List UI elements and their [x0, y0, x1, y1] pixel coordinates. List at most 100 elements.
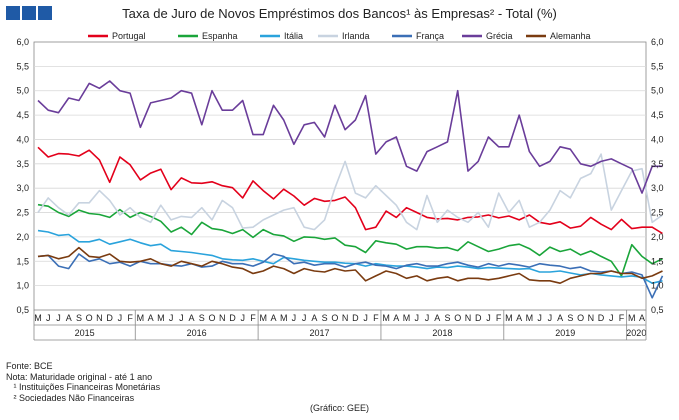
x-month-label: S	[567, 313, 573, 323]
x-month-label: J	[486, 313, 491, 323]
y-tick-label-left: 5,0	[16, 86, 29, 96]
x-month-label: J	[292, 313, 297, 323]
x-month-label: J	[179, 313, 184, 323]
y-tick-label-left: 4,0	[16, 134, 29, 144]
chart-title: Taxa de Juro de Novos Empréstimos dos Ba…	[122, 6, 557, 21]
x-month-label: O	[331, 313, 338, 323]
y-tick-label-right: 6,0	[651, 37, 664, 47]
footnote-1: ¹ Instituições Financeiras Monetárias	[6, 382, 161, 392]
x-month-label: J	[118, 313, 123, 323]
x-month-label: M	[137, 313, 145, 323]
x-month-label: D	[598, 313, 605, 323]
y-tick-label-right: 2,0	[651, 232, 664, 242]
x-month-label: D	[106, 313, 113, 323]
maturity-note: Nota: Maturidade original - até 1 ano	[6, 371, 153, 382]
x-month-label: D	[229, 313, 236, 323]
chart-notes: Fonte: BCE Nota: Maturidade original - a…	[6, 361, 160, 403]
x-month-label: M	[34, 313, 42, 323]
y-tick-label-left: 0,5	[16, 305, 29, 315]
legend-label: França	[416, 31, 444, 41]
x-month-label: J	[415, 313, 420, 323]
y-tick-label-right: 4,5	[651, 110, 664, 120]
x-month-label: S	[322, 313, 328, 323]
y-tick-label-right: 0,5	[651, 305, 664, 315]
y-tick-label-left: 5,5	[16, 61, 29, 71]
x-month-label: J	[302, 313, 307, 323]
chart-credit: (Gráfico: GEE)	[310, 403, 370, 413]
x-month-label: F	[373, 313, 379, 323]
x-month-label: F	[619, 313, 625, 323]
x-month-label: M	[403, 313, 411, 323]
y-tick-label-left: 2,5	[16, 208, 29, 218]
x-month-label: A	[148, 313, 154, 323]
x-month-label: J	[56, 313, 61, 323]
legend-label: Alemanha	[550, 31, 591, 41]
series-line-alemanha	[37, 246, 663, 285]
x-month-label: A	[270, 313, 276, 323]
y-tick-label-right: 5,0	[651, 86, 664, 96]
line-chart: Portugal Espanha Itália Irlanda França Grécia…	[16, 31, 664, 341]
y-tick-label-right: 1,5	[651, 256, 664, 266]
x-month-label: S	[76, 313, 82, 323]
series-line-espanha	[37, 203, 663, 277]
x-month-label: O	[454, 313, 461, 323]
series-line-itália	[37, 229, 663, 285]
x-month-label: N	[465, 313, 472, 323]
year-label: 2015	[75, 328, 95, 338]
y-tick-label-right: 2,5	[651, 208, 664, 218]
legend-label: Espanha	[202, 31, 238, 41]
y-tick-label-left: 1,5	[16, 256, 29, 266]
legend-label: Itália	[284, 31, 303, 41]
x-month-label: J	[548, 313, 553, 323]
x-month-label: M	[157, 313, 165, 323]
x-month-label: M	[382, 313, 390, 323]
x-month-label: O	[209, 313, 216, 323]
x-month-label: F	[250, 313, 256, 323]
x-month-label: M	[526, 313, 534, 323]
x-month-label: O	[86, 313, 93, 323]
legend-label: Portugal	[112, 31, 146, 41]
x-month-label: A	[189, 313, 195, 323]
x-month-label: J	[240, 313, 245, 323]
x-month-label: N	[96, 313, 103, 323]
series-line-irlanda	[37, 153, 663, 231]
x-month-label: D	[352, 313, 359, 323]
source-note: Fonte: BCE	[6, 361, 53, 371]
x-month-label: M	[628, 313, 636, 323]
x-month-label: A	[639, 313, 645, 323]
year-label: 2016	[187, 328, 207, 338]
series-lines	[37, 80, 664, 299]
x-month-label: A	[311, 313, 317, 323]
series-line-grécia	[37, 80, 663, 194]
y-tick-label-right: 1,0	[651, 281, 664, 291]
year-label: 2017	[310, 328, 330, 338]
year-label: 2018	[432, 328, 452, 338]
x-month-label: M	[259, 313, 267, 323]
year-label: 2019	[555, 328, 575, 338]
x-month-label: M	[280, 313, 288, 323]
x-month-label: N	[588, 313, 595, 323]
year-label: 2020	[626, 328, 646, 338]
x-month-label: A	[557, 313, 563, 323]
x-month-label: J	[46, 313, 51, 323]
x-month-label: F	[496, 313, 502, 323]
x-month-label: J	[537, 313, 542, 323]
x-month-label: A	[393, 313, 399, 323]
plot-frame	[33, 41, 647, 311]
legend: Portugal Espanha Itália Irlanda França Grécia…	[88, 31, 591, 41]
x-month-label: J	[425, 313, 430, 323]
footnote-2: ² Sociedades Não Financeiras	[6, 392, 135, 403]
y-tick-label-left: 6,0	[16, 37, 29, 47]
legend-label: Irlanda	[342, 31, 370, 41]
y-tick-label-left: 3,5	[16, 159, 29, 169]
x-month-label: A	[434, 313, 440, 323]
x-month-label: J	[169, 313, 174, 323]
series-line-portugal	[37, 146, 663, 235]
y-tick-label-left: 1,0	[16, 281, 29, 291]
x-month-label: D	[475, 313, 482, 323]
x-month-label: A	[66, 313, 72, 323]
x-month-label: F	[127, 313, 133, 323]
x-month-label: O	[577, 313, 584, 323]
x-month-label: S	[444, 313, 450, 323]
x-month-label: N	[219, 313, 226, 323]
